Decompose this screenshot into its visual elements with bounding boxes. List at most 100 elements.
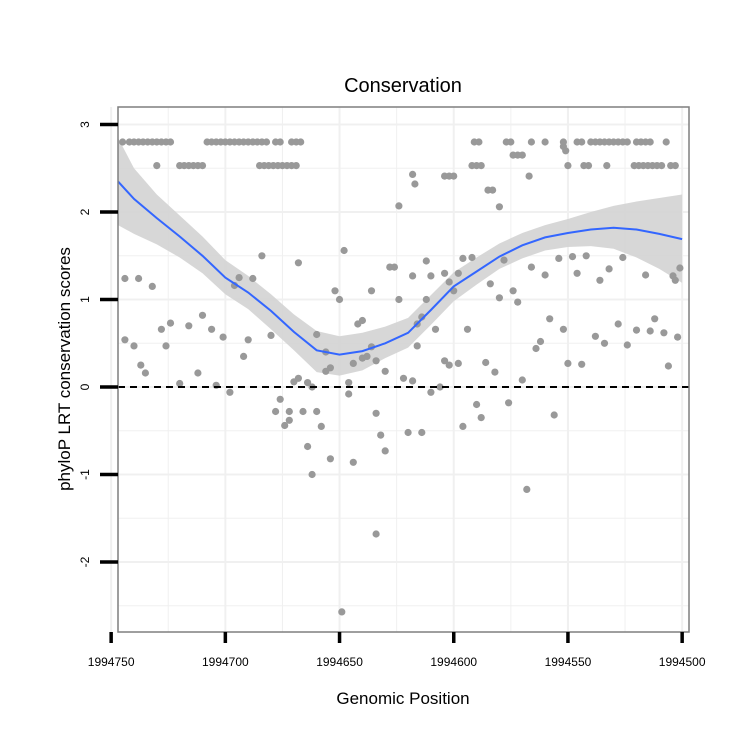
data-point bbox=[349, 458, 357, 466]
data-point bbox=[536, 337, 545, 346]
data-point bbox=[121, 336, 129, 344]
data-point bbox=[495, 294, 503, 302]
data-point bbox=[258, 252, 266, 260]
data-point bbox=[235, 274, 243, 282]
data-point bbox=[482, 358, 490, 367]
data-point bbox=[632, 326, 641, 334]
data-point bbox=[468, 253, 476, 262]
data-point bbox=[141, 369, 149, 377]
confidence-band bbox=[118, 137, 683, 376]
data-point bbox=[313, 407, 321, 416]
data-point bbox=[345, 379, 353, 387]
data-point bbox=[317, 422, 325, 430]
data-point bbox=[491, 368, 499, 376]
data-point bbox=[674, 333, 682, 341]
data-point bbox=[137, 361, 145, 369]
data-point bbox=[614, 320, 622, 328]
data-point bbox=[185, 322, 193, 330]
data-point bbox=[591, 332, 600, 340]
data-point bbox=[340, 246, 348, 255]
data-point bbox=[473, 400, 481, 409]
data-point bbox=[671, 162, 679, 170]
data-point bbox=[313, 330, 321, 339]
data-point bbox=[527, 138, 536, 146]
data-point bbox=[646, 138, 654, 146]
data-point bbox=[381, 447, 389, 455]
data-point bbox=[395, 202, 403, 210]
data-point bbox=[240, 352, 248, 360]
data-point bbox=[584, 162, 593, 170]
data-point bbox=[596, 276, 604, 284]
data-point bbox=[505, 399, 513, 407]
data-point bbox=[326, 455, 334, 463]
data-point bbox=[404, 428, 412, 437]
x-tick-label: 1994600 bbox=[430, 655, 477, 669]
data-point bbox=[249, 274, 257, 283]
data-point bbox=[166, 138, 175, 146]
data-point bbox=[550, 411, 558, 419]
data-point bbox=[276, 395, 284, 403]
data-point bbox=[564, 359, 572, 367]
y-tick-label: -1 bbox=[78, 469, 92, 480]
data-point bbox=[377, 431, 385, 439]
confidence-band-area bbox=[118, 137, 683, 376]
data-point bbox=[294, 374, 302, 382]
data-point bbox=[651, 315, 659, 323]
data-point bbox=[121, 274, 129, 283]
data-points bbox=[119, 138, 684, 616]
data-point bbox=[664, 362, 673, 370]
x-tick-label: 1994550 bbox=[545, 655, 592, 669]
smooth-trend-line bbox=[117, 180, 683, 356]
data-point bbox=[525, 172, 533, 180]
data-point bbox=[500, 256, 508, 264]
data-point bbox=[157, 325, 165, 333]
data-point bbox=[527, 263, 536, 271]
y-tick-label: 3 bbox=[78, 121, 92, 128]
data-point bbox=[559, 325, 568, 333]
data-point bbox=[130, 342, 138, 350]
data-point bbox=[409, 170, 417, 178]
y-tick-label: -2 bbox=[78, 556, 92, 567]
data-point bbox=[422, 295, 430, 304]
data-point bbox=[676, 264, 684, 272]
data-point bbox=[418, 428, 426, 437]
data-point bbox=[338, 608, 346, 616]
data-point bbox=[304, 379, 312, 387]
data-point bbox=[578, 360, 586, 368]
data-point bbox=[409, 272, 417, 280]
data-point bbox=[198, 311, 207, 319]
data-point bbox=[226, 388, 234, 396]
data-point bbox=[135, 274, 143, 283]
data-point bbox=[459, 422, 467, 430]
y-tick-label: 2 bbox=[78, 208, 92, 215]
data-point bbox=[603, 162, 611, 170]
data-point bbox=[399, 374, 408, 382]
data-point bbox=[582, 252, 590, 260]
data-point bbox=[562, 147, 570, 155]
data-point bbox=[546, 315, 554, 323]
data-point bbox=[176, 379, 184, 388]
data-point bbox=[304, 442, 312, 451]
data-point bbox=[418, 313, 426, 321]
data-point bbox=[445, 361, 453, 369]
data-point bbox=[541, 138, 549, 146]
data-point bbox=[335, 295, 344, 304]
data-point bbox=[445, 278, 453, 286]
data-point bbox=[162, 342, 170, 350]
data-point bbox=[489, 186, 497, 194]
x-tick-label: 1994650 bbox=[316, 655, 363, 669]
data-point bbox=[381, 367, 389, 375]
chart-title: Conservation bbox=[344, 75, 462, 97]
data-point bbox=[431, 325, 440, 333]
smooth-line-path bbox=[117, 180, 683, 356]
data-point bbox=[194, 369, 202, 377]
data-point bbox=[454, 359, 462, 367]
data-point bbox=[532, 344, 540, 353]
data-point bbox=[285, 416, 293, 424]
data-point bbox=[372, 409, 380, 417]
data-point bbox=[349, 359, 357, 367]
data-point bbox=[518, 151, 526, 159]
data-point bbox=[198, 162, 207, 170]
data-point bbox=[208, 325, 216, 333]
data-point bbox=[619, 253, 627, 262]
